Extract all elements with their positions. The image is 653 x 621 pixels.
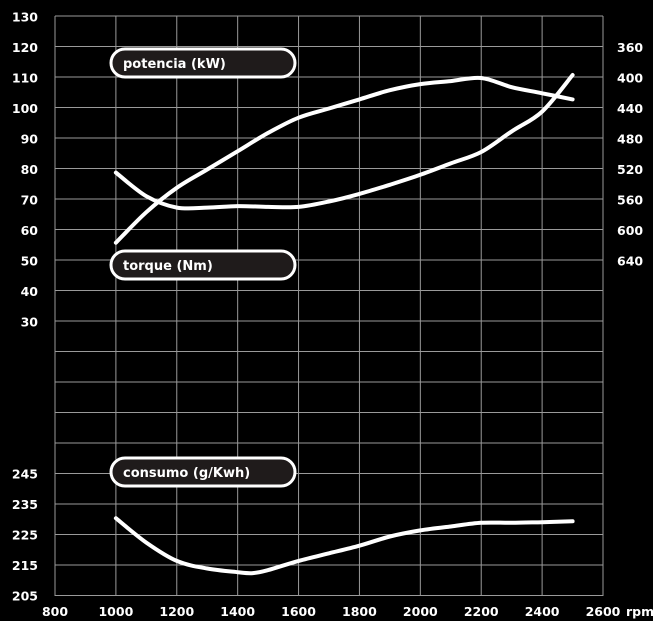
y-tick-label-right: 480 — [617, 132, 643, 147]
y-tick-label-left: 245 — [12, 467, 38, 482]
y-tick-label-left: 70 — [21, 193, 39, 208]
y-tick-label-right: 360 — [617, 40, 643, 55]
y-tick-label-right: 400 — [617, 71, 643, 86]
y-tick-label-left: 215 — [12, 558, 38, 573]
x-tick-label: 2400 — [525, 604, 560, 619]
y-tick-label-right: 560 — [617, 193, 643, 208]
y-tick-label-left: 225 — [12, 528, 38, 543]
legend-potencia-box — [109, 47, 297, 79]
legend-consumo-box — [109, 456, 297, 488]
y-tick-label-left: 130 — [12, 10, 38, 25]
y-tick-label-left: 110 — [12, 71, 38, 86]
tick-labels: 30 40 50 60 70 80 90 100 110 120 130 205 215 225 235 24… — [12, 10, 653, 620]
x-tick-label: 2600 — [586, 604, 621, 619]
series-labels: potencia (kW) torque (Nm) consumo (g/Kwh) — [109, 47, 297, 488]
y-tick-label-right: 640 — [617, 254, 643, 269]
consumo-curve — [113, 516, 575, 576]
x-tick-label: 2000 — [403, 604, 438, 619]
y-tick-label-left: 235 — [12, 497, 38, 512]
y-tick-label-left: 100 — [12, 101, 38, 116]
x-axis-unit: rpm — [626, 604, 653, 619]
y-tick-label-left: 90 — [21, 132, 39, 147]
y-tick-label-right: 440 — [617, 101, 643, 116]
x-tick-label: 800 — [42, 604, 68, 619]
legend-torque-label: torque (Nm) — [123, 259, 213, 274]
y-tick-label-right: 600 — [617, 223, 643, 238]
x-tick-label: 1800 — [342, 604, 377, 619]
y-tick-label-left: 60 — [21, 223, 39, 238]
x-tick-label: 1600 — [281, 604, 316, 619]
potencia-curve — [113, 75, 575, 245]
y-tick-label-left: 120 — [12, 40, 38, 55]
series-curves — [113, 73, 575, 576]
y-tick-label-left: 50 — [21, 254, 39, 269]
torque-curve — [113, 73, 575, 211]
x-tick-label: 1200 — [159, 604, 194, 619]
x-tick-label: 1400 — [220, 604, 255, 619]
legend-torque-box — [109, 249, 297, 281]
y-tick-label-left: 205 — [12, 589, 38, 604]
y-tick-label-left: 30 — [21, 315, 39, 330]
x-tick-label: 1000 — [98, 604, 133, 619]
y-tick-label-left: 80 — [21, 162, 39, 177]
y-tick-label-left: 40 — [21, 284, 39, 299]
legend-consumo-label: consumo (g/Kwh) — [123, 466, 250, 481]
x-tick-label: 2200 — [464, 604, 499, 619]
y-tick-label-right: 520 — [617, 162, 643, 177]
legend-potencia-label: potencia (kW) — [123, 57, 226, 72]
